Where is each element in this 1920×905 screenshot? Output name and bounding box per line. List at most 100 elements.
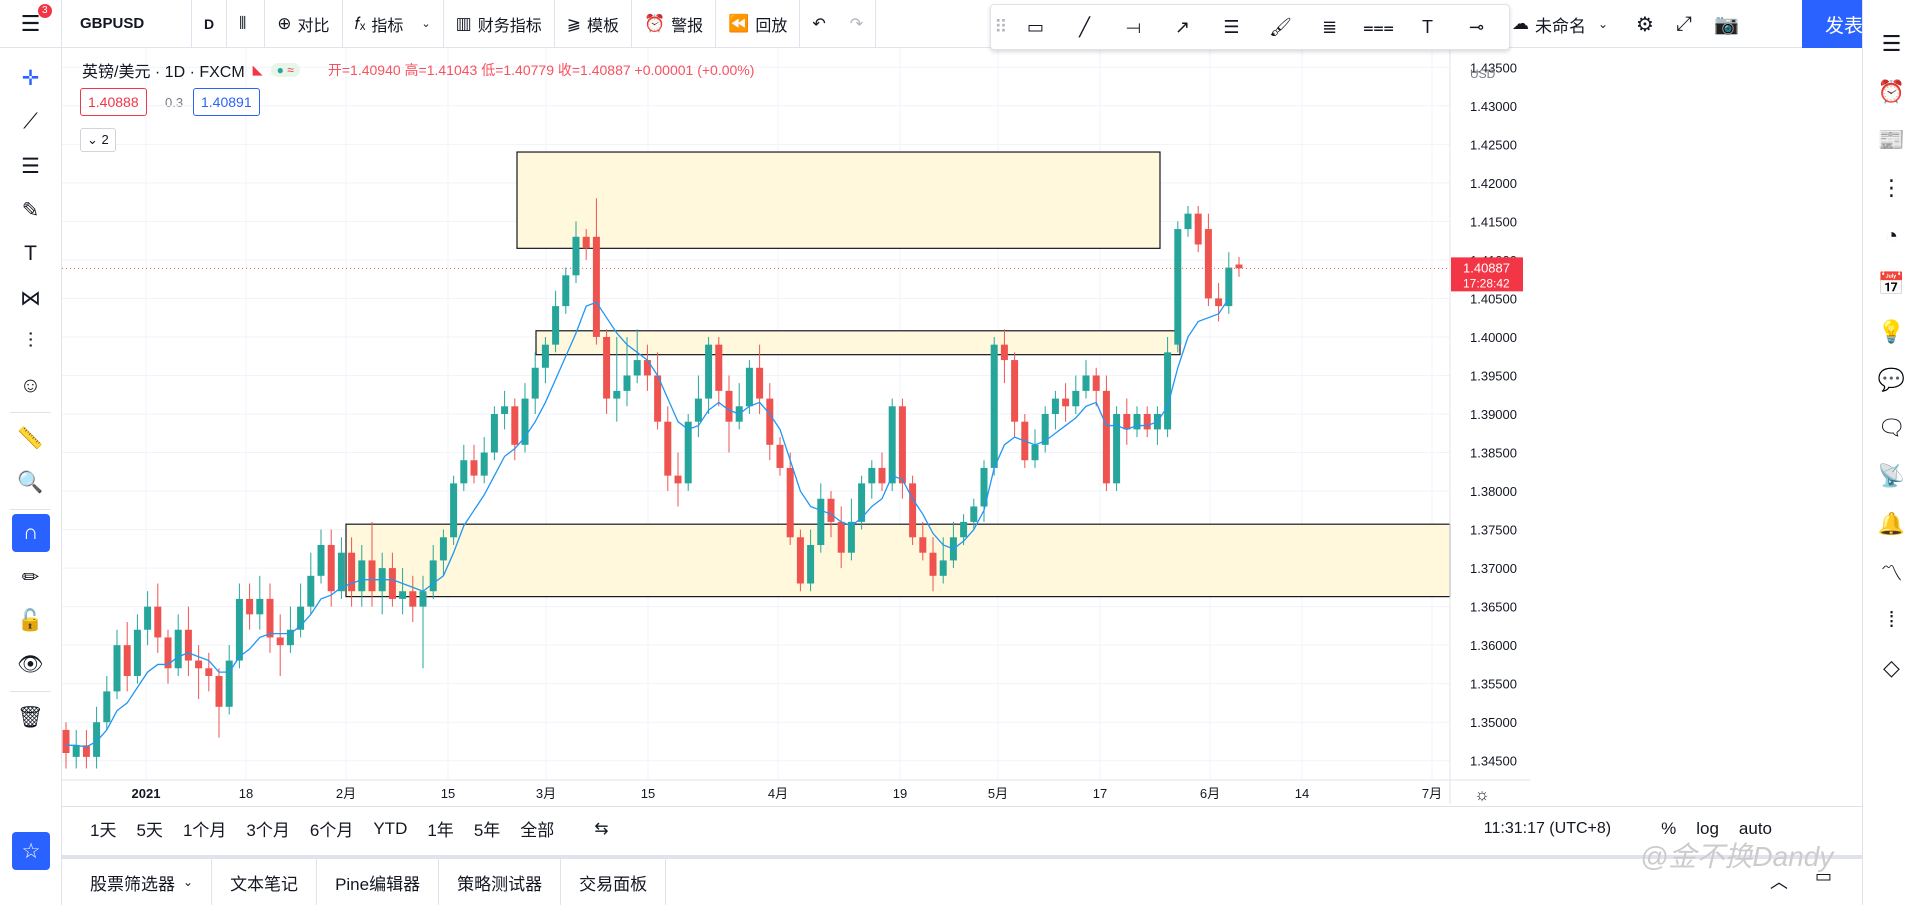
candle-body [858,483,866,522]
fullscreen-icon[interactable]: ⤢ [1675,12,1692,35]
watchlist-icon[interactable]: ☰ [1881,31,1902,56]
clock-display[interactable]: 11:31:17 (UTC+8) [1483,819,1612,837]
stay-drawing-icon[interactable]: ✏ [21,565,40,589]
fib-retracement-icon[interactable]: ≣ [1321,16,1338,37]
eye-icon[interactable]: 👁 [17,653,44,676]
price-chart[interactable]: 1.34500 1.35000 1.35500 1.36000 1.36500 1.370… [62,48,1774,804]
auto-scale-toggle[interactable]: auto [1738,818,1772,838]
timeframe-1m[interactable]: 1个月 [182,821,227,840]
notification-badge: 3 [38,3,52,18]
log-scale-toggle[interactable]: log [1696,818,1719,838]
symbol-title[interactable]: 英镑/美元 · 1D · FXCM [82,64,245,81]
candle-body [1184,213,1192,230]
sell-price-box[interactable]: 1.40888 [80,88,147,116]
candle-body [1041,414,1049,445]
lock-icon[interactable]: 🔓 [17,609,44,632]
brush-icon[interactable]: 🖌 [1269,16,1292,37]
compare-label: 对比 [297,17,330,35]
streams-icon[interactable]: 📡 [1877,463,1906,488]
financials-label: 财务指标 [477,17,542,35]
trends-icon[interactable]: 〽 [1880,561,1903,586]
buy-price-box[interactable]: 1.40891 [193,88,260,116]
ideas-bulb-icon[interactable]: 💡 [1877,319,1906,344]
camera-icon[interactable]: 📷 [1713,13,1739,36]
alerts-clock-icon[interactable]: ⏰ [1877,79,1906,104]
crosshair-icon[interactable]: ✛ [21,66,40,90]
timeframe-6m[interactable]: 6个月 [309,821,354,840]
candle-body [776,444,784,468]
maximize-panel-icon[interactable]: ▭ [1815,866,1833,886]
pattern-tool-icon[interactable]: ⋈ [20,286,41,310]
layout-button[interactable]: ☁ 未命名 ⌄ [1512,0,1608,48]
zoom-in-icon[interactable]: 🔍 [17,471,44,494]
symbol-search[interactable]: GBPUSD [62,0,192,48]
chart-type-button[interactable]: ⫴ [227,0,266,48]
settings-gear-icon[interactable]: ⚙ [1636,13,1654,36]
data-window-icon[interactable]: ⋮ [1880,175,1903,200]
fib-extension-icon[interactable]: ⩶ [1363,16,1394,37]
replay-button[interactable]: ⏪ 回放 [716,0,801,48]
tab-pine-editor[interactable]: Pine编辑器 [317,859,440,905]
brush-tool-icon[interactable]: ✎ [21,198,40,222]
text-icon[interactable]: T [1422,16,1433,37]
undo-button[interactable]: ↶ [800,0,837,48]
timeframe-1y[interactable]: 1年 [427,821,454,840]
timeframe-ytd[interactable]: YTD [373,818,408,838]
messages-icon[interactable]: 🗨 [1877,415,1906,440]
tab-trading-panel[interactable]: 交易面板 [561,859,667,905]
time-tick-label: 3月 [536,786,556,801]
alert-button[interactable]: ⏰ 警报 [632,0,717,48]
tab-text-notes[interactable]: 文本笔记 [212,859,318,905]
ruler-icon[interactable]: 📏 [17,427,44,450]
timeframe-all[interactable]: 全部 [520,821,555,840]
horizontal-ray-icon[interactable]: ⟞ [1126,16,1141,37]
rectangle-icon[interactable]: ▭ [1026,16,1044,37]
layers-icon[interactable]: ◇ [1883,655,1900,680]
notifications-bell-icon[interactable]: 🔔 [1877,511,1906,536]
timeframe-5y[interactable]: 5年 [473,821,501,840]
tab-strategy-tester[interactable]: 策略测试器 [439,859,562,905]
redo-button[interactable]: ↷ [838,0,877,48]
chats-icon[interactable]: 💬 [1877,367,1906,392]
interval-button[interactable]: D [192,0,228,48]
emoji-icon[interactable]: ☺ [19,374,42,397]
fx-icon: 𝑓ₓ [354,13,366,33]
calendar-icon[interactable]: 📅 [1877,271,1906,296]
hotlist-icon[interactable]: ◔ [1884,223,1899,248]
tab-stock-screener[interactable]: 股票筛选器 ⌄ [62,859,213,905]
horizontal-line-icon[interactable]: ⊸ [1468,16,1485,37]
timeframe-3m[interactable]: 3个月 [246,821,290,840]
templates-button[interactable]: ⫺ 模板 [555,0,632,48]
drag-handle-icon[interactable]: ⠿ [994,16,1008,37]
trash-icon[interactable]: 🗑 [17,706,44,729]
fib-tool-icon[interactable]: ☰ [21,154,40,178]
favorites-star-icon[interactable]: ☆ [12,832,50,870]
indicators-button[interactable]: 𝑓ₓ 指标 ⌄ [343,0,444,48]
financials-button[interactable]: ▥ 财务指标 [444,0,555,48]
chevron-down-icon: ⌄ [1598,17,1609,31]
apps-grid-icon[interactable]: ⁞ [1888,607,1895,632]
menu-button[interactable]: ☰ 3 [0,0,62,48]
news-icon[interactable]: 📰 [1877,127,1906,152]
timeframe-5d[interactable]: 5天 [136,821,163,840]
collapse-panel-icon[interactable]: ︿ [1770,872,1788,892]
price-tick-label: 1.43000 [1470,99,1517,114]
magnet-icon[interactable]: ∩ [11,514,50,552]
parallel-channel-icon[interactable]: ☰ [1223,16,1240,37]
last-price-badge [1451,257,1523,292]
goto-date-icon[interactable]: ⇆ [594,818,609,838]
timeframe-1d[interactable]: 1天 [90,821,117,840]
percent-scale-toggle[interactable]: % [1661,818,1677,838]
redo-icon: ↷ [849,15,864,33]
prediction-tool-icon[interactable]: ⫶ [27,330,34,353]
text-tool-icon[interactable]: T [24,242,37,265]
moving-average-line [66,298,1230,748]
arrow-line-icon[interactable]: ↗ [1174,16,1191,37]
candle-body [1143,414,1151,430]
candle-body [205,668,213,676]
trend-line-tool-icon[interactable]: ⟋ [23,110,38,133]
trend-line-icon[interactable]: ╱ [1079,16,1090,37]
indicators-toggle[interactable]: ⌄ 2 [80,128,116,152]
bottom-panel-tabs: 股票筛选器 ⌄ 文本笔记 Pine编辑器 策略测试器 交易面板 [62,855,1862,905]
compare-button[interactable]: ⊕ 对比 [265,0,343,48]
